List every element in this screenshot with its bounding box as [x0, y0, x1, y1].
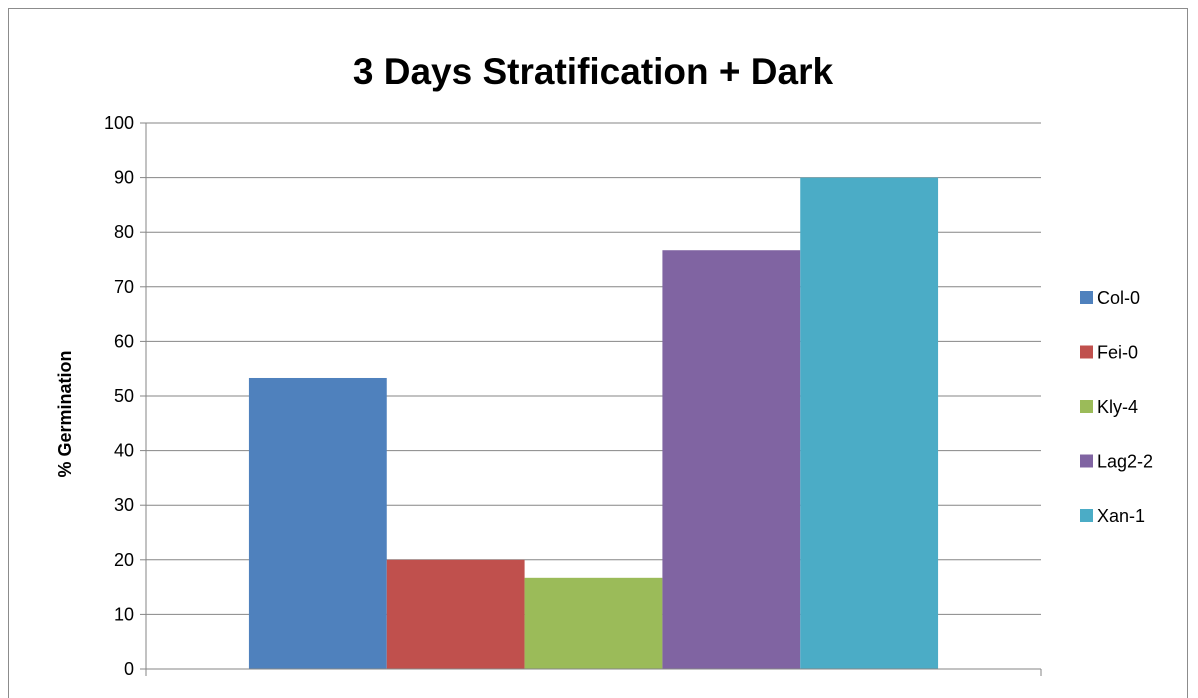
legend-swatch-kly-4: [1080, 400, 1093, 413]
y-tick-label: 40: [114, 441, 134, 461]
bar-kly-4: [524, 577, 663, 669]
axes: [145, 123, 1042, 676]
legend-label: Kly-4: [1097, 397, 1138, 417]
y-tick-label: 80: [114, 222, 134, 242]
y-tick-label: 10: [114, 604, 134, 624]
legend-swatch-fei-0: [1080, 345, 1093, 359]
legend-label: Xan-1: [1097, 506, 1145, 526]
bars: [248, 177, 939, 669]
legend-label: Fei-0: [1097, 343, 1138, 363]
bar-lag2-2: [662, 250, 801, 669]
legend-label: Col-0: [1097, 288, 1140, 308]
y-tick-label: 30: [114, 495, 134, 515]
y-tick-labels: 0 10 20 30 40 50 60 70 80 90 100: [104, 113, 134, 679]
chart-frame: [8, 8, 1188, 698]
bar-col-0: [248, 377, 387, 669]
y-tick-label: 90: [114, 168, 134, 188]
legend-swatch-lag2-2: [1080, 454, 1093, 468]
y-tick-label: 100: [104, 113, 134, 133]
legend: Col-0 Fei-0 Kly-4 Lag2-2 Xan-1: [1080, 288, 1153, 526]
y-tick-label: 20: [114, 550, 134, 570]
bar-xan-1: [800, 177, 939, 669]
chart-title: 3 Days Stratification + Dark: [353, 51, 834, 92]
legend-swatch-xan-1: [1080, 509, 1093, 522]
y-tick-label: 70: [114, 277, 134, 297]
y-tick-label: 0: [124, 659, 134, 679]
bar-fei-0: [386, 559, 525, 669]
y-tick-label: 60: [114, 331, 134, 351]
y-tick-label: 50: [114, 386, 134, 406]
legend-swatch-col-0: [1080, 291, 1093, 304]
y-axis-title: % Germination: [55, 350, 75, 477]
legend-label: Lag2-2: [1097, 452, 1153, 472]
